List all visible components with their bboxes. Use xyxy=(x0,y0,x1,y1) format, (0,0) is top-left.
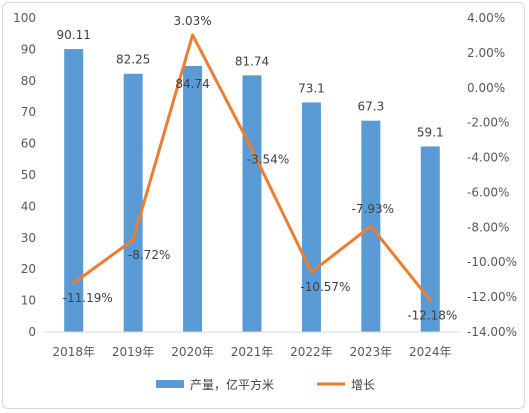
x-tick-3: 2021年 xyxy=(231,345,274,359)
bar-label-3: 81.74 xyxy=(235,54,269,68)
line-label-1: -8.72% xyxy=(128,248,170,262)
left-tick-70: 70 xyxy=(21,105,36,119)
right-tick-2: -10.00% xyxy=(467,255,517,269)
line-label-0: -11.19% xyxy=(63,291,113,305)
legend-label-line: 增长 xyxy=(351,378,375,392)
line-data-labels: -11.19% -8.72% 3.03% -3.54% -10.57% -7.93% -12… xyxy=(63,14,458,322)
right-axis: -14.00% -12.00% -10.00% -8.00% -6.00% -4.00% -… xyxy=(467,11,517,339)
growth-point-0 xyxy=(72,281,76,285)
left-tick-60: 60 xyxy=(21,137,36,151)
left-tick-100: 100 xyxy=(13,11,36,25)
left-axis: 0 10 20 30 40 50 60 70 80 90 100 xyxy=(13,11,36,339)
left-tick-90: 90 xyxy=(21,42,36,56)
bar-data-labels: 90.11 82.25 84.74 81.74 73.1 67.3 59.1 xyxy=(57,28,444,139)
line-label-2: 3.03% xyxy=(174,14,212,28)
left-tick-50: 50 xyxy=(21,168,36,182)
bar-label-5: 67.3 xyxy=(357,100,384,114)
bar-2 xyxy=(183,65,203,333)
line-label-6: -12.18% xyxy=(407,308,457,322)
bar-4 xyxy=(301,102,321,332)
left-tick-30: 30 xyxy=(21,231,36,245)
bar-6 xyxy=(420,146,440,332)
right-tick-9: 4.00% xyxy=(467,11,505,25)
bar-label-2: 84.74 xyxy=(175,77,209,91)
legend: 产量，亿平方米 增长 xyxy=(156,377,375,392)
right-tick-8: 2.00% xyxy=(467,46,505,60)
right-tick-6: -2.00% xyxy=(467,116,509,130)
right-tick-0: -14.00% xyxy=(467,325,517,339)
bar-label-1: 82.25 xyxy=(116,53,150,67)
growth-point-6 xyxy=(428,298,432,302)
left-tick-20: 20 xyxy=(21,262,36,276)
right-tick-1: -12.00% xyxy=(467,290,517,304)
x-tick-5: 2023年 xyxy=(350,345,393,359)
x-tick-0: 2018年 xyxy=(52,345,95,359)
bar-label-0: 90.11 xyxy=(57,28,91,42)
legend-label-bar: 产量，亿平方米 xyxy=(190,377,274,392)
right-tick-7: 0.00% xyxy=(467,81,505,95)
bar-0 xyxy=(64,49,84,333)
left-tick-40: 40 xyxy=(21,199,36,213)
x-tick-6: 2024年 xyxy=(409,345,452,359)
x-tick-4: 2022年 xyxy=(290,345,333,359)
legend-swatch-bar xyxy=(156,380,184,388)
bar-series xyxy=(64,49,440,333)
line-label-3: -3.54% xyxy=(247,153,289,167)
bar-1 xyxy=(123,73,143,333)
growth-point-3 xyxy=(250,148,254,152)
right-tick-4: -6.00% xyxy=(467,185,509,199)
bar-label-6: 59.1 xyxy=(417,125,444,139)
growth-point-5 xyxy=(369,224,373,228)
line-label-4: -10.57% xyxy=(300,280,350,294)
growth-point-4 xyxy=(309,270,313,274)
growth-point-1 xyxy=(131,238,135,242)
left-tick-10: 10 xyxy=(21,294,36,308)
bar-label-4: 73.1 xyxy=(298,81,325,95)
right-tick-5: -4.00% xyxy=(467,151,509,165)
line-series xyxy=(72,33,432,302)
x-axis: 2018年 2019年 2020年 2021年 2022年 2023年 2024年 xyxy=(44,331,460,359)
line-label-5: -7.93% xyxy=(352,202,394,216)
left-tick-0: 0 xyxy=(28,325,36,339)
bar-3 xyxy=(242,75,262,333)
growth-point-2 xyxy=(191,33,195,37)
x-tick-2: 2020年 xyxy=(171,345,214,359)
left-tick-80: 80 xyxy=(21,74,36,88)
right-tick-3: -8.00% xyxy=(467,220,509,234)
x-tick-1: 2019年 xyxy=(112,345,155,359)
